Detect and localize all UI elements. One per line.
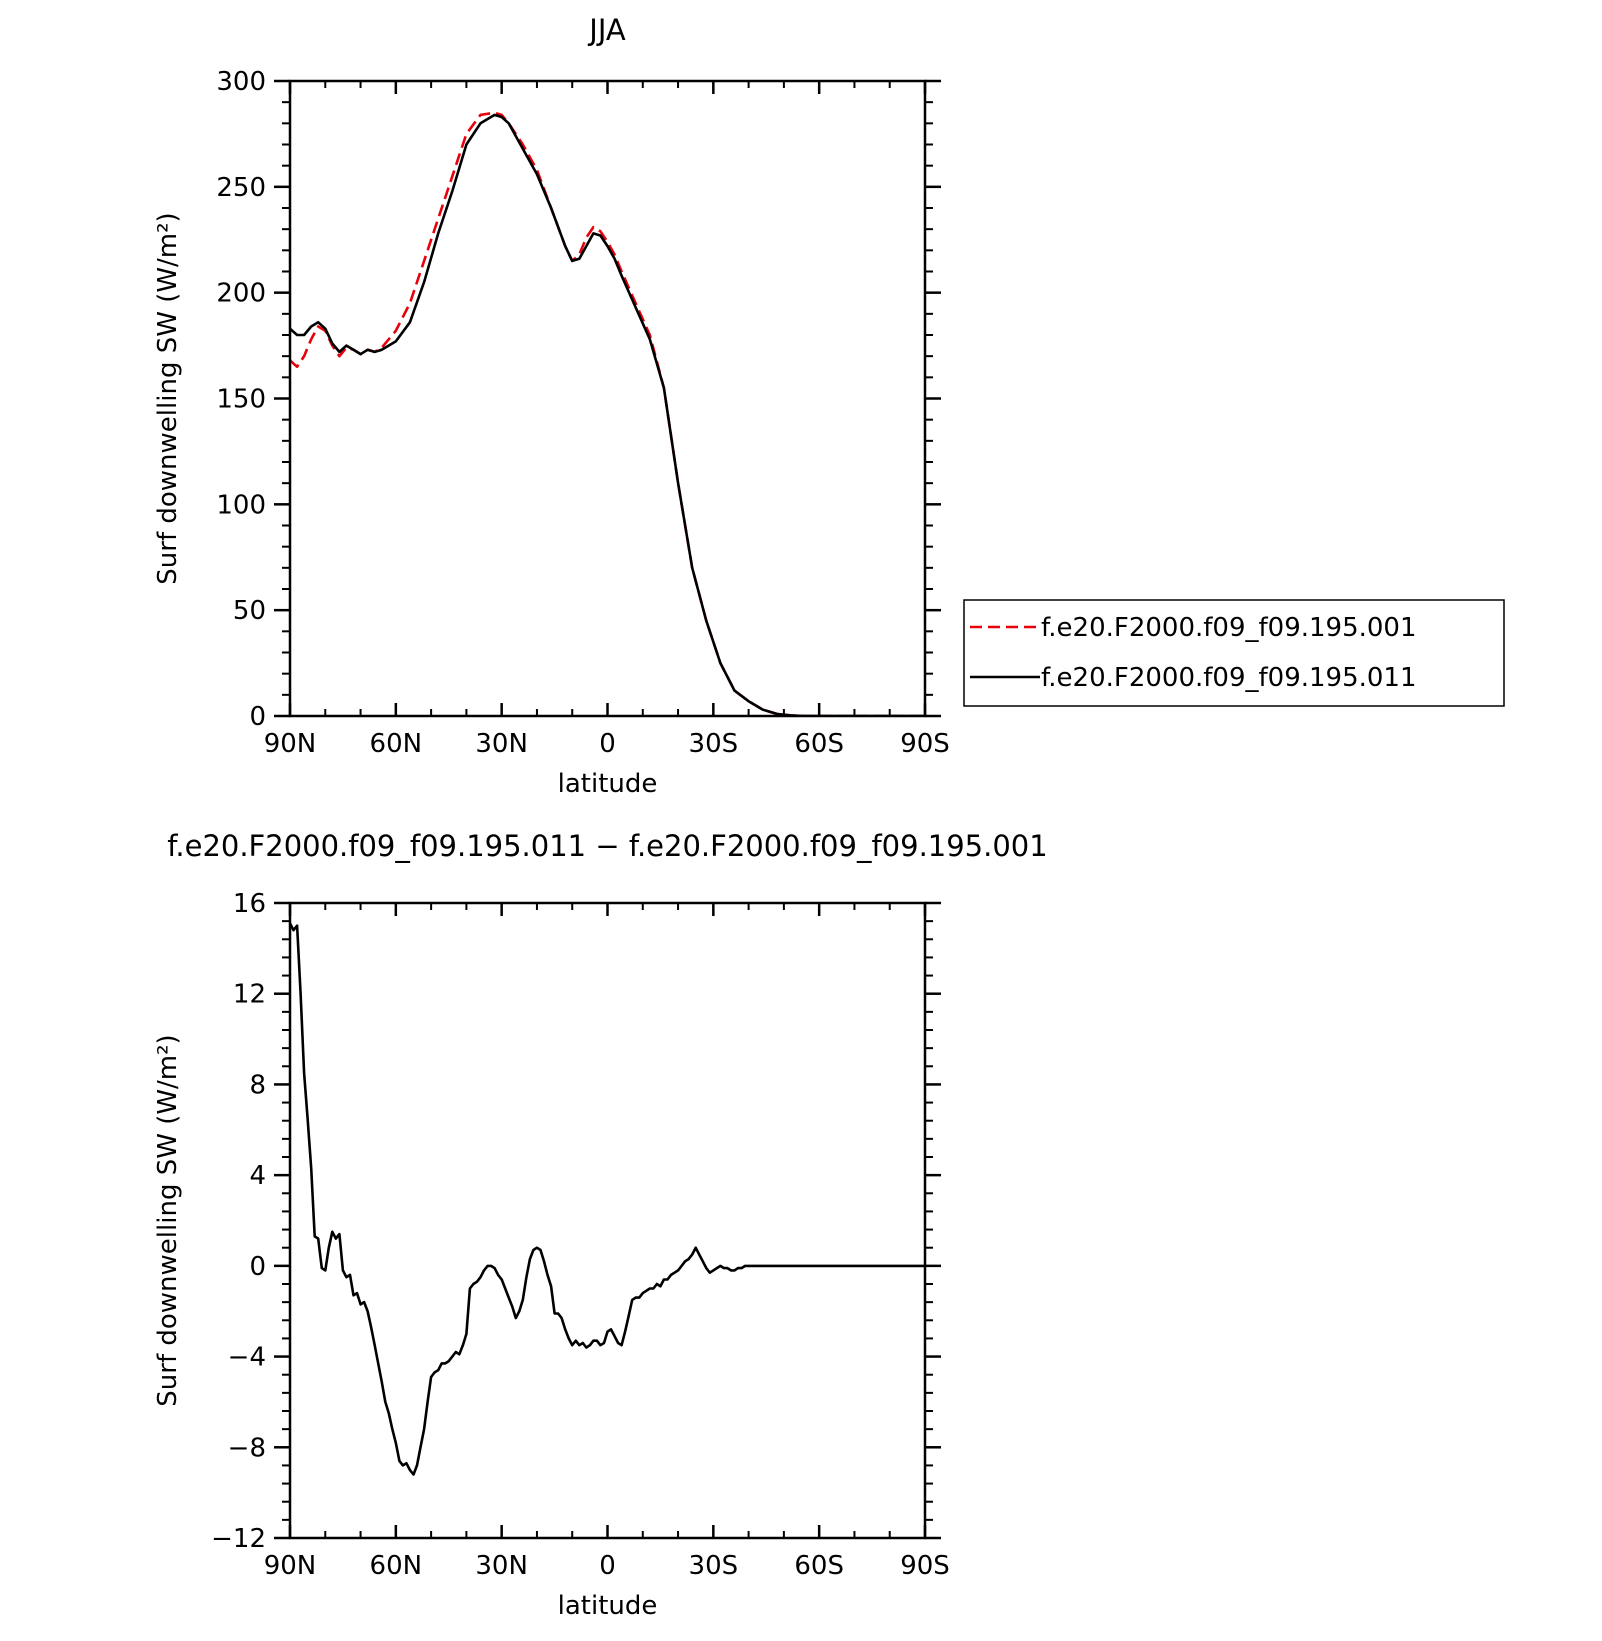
y-tick-label: 4 — [249, 1161, 266, 1191]
y-tick-label: 16 — [233, 889, 266, 919]
x-tick-label: 30N — [475, 729, 528, 759]
chart-panel-top: JJA 90N 60N 30N 0 30S 60S 90S 0 50 100 150 200 250 300… — [153, 13, 950, 799]
x-tick-label: 90S — [900, 1551, 950, 1581]
y-tick-label: −4 — [228, 1343, 266, 1373]
plot-frame — [288, 901, 927, 1540]
y-tick-label: 0 — [249, 702, 266, 732]
x-axis-label: latitude — [558, 769, 658, 799]
x-tick-label: 60N — [370, 729, 423, 759]
y-tick-label: 100 — [216, 490, 266, 520]
series-line-0 — [290, 111, 925, 716]
y-tick-label: 12 — [233, 980, 266, 1010]
x-tick-label: 90N — [264, 729, 317, 759]
y-tick-label: 8 — [249, 1070, 266, 1100]
x-axis-label: latitude — [558, 1591, 658, 1621]
x-tick-label: 90N — [264, 1551, 317, 1581]
legend-box — [963, 599, 1505, 707]
y-tick-label: 200 — [216, 279, 266, 309]
x-tick-label: 60S — [794, 729, 844, 759]
y-axis-label: Surf downwelling SW (W/m²) — [153, 212, 183, 584]
legend-label-1: f.e20.F2000.f09_f09.195.011 — [1041, 663, 1417, 693]
chart-panel-bottom: f.e20.F2000.f09_f09.195.011 − f.e20.F200… — [153, 829, 1048, 1621]
y-tick-label: 50 — [233, 596, 266, 626]
chart-title: JJA — [587, 13, 626, 47]
legend-label-0: f.e20.F2000.f09_f09.195.001 — [1041, 613, 1417, 643]
x-tick-label: 90S — [900, 729, 950, 759]
y-tick-label: −12 — [211, 1524, 266, 1554]
x-tick-label: 0 — [599, 729, 616, 759]
chart-title: f.e20.F2000.f09_f09.195.011 − f.e20.F200… — [167, 829, 1047, 863]
y-tick-label: 250 — [216, 173, 266, 203]
x-tick-label: 60N — [370, 1551, 423, 1581]
x-tick-label: 60S — [794, 1551, 844, 1581]
x-tick-label: 30S — [689, 1551, 739, 1581]
y-tick-label: 150 — [216, 385, 266, 415]
y-tick-label: −8 — [228, 1433, 266, 1463]
chart-legend: f.e20.F2000.f09_f09.195.001 f.e20.F2000.f… — [963, 599, 1505, 707]
series-line-1 — [290, 113, 925, 716]
y-tick-label: 300 — [216, 67, 266, 97]
plot-frame — [288, 79, 927, 718]
x-tick-label: 30S — [689, 729, 739, 759]
x-tick-label: 0 — [599, 1551, 616, 1581]
y-tick-label: 0 — [249, 1252, 266, 1282]
series-line-0 — [290, 922, 925, 1476]
y-axis-label: Surf downwelling SW (W/m²) — [153, 1034, 183, 1406]
x-tick-label: 30N — [475, 1551, 528, 1581]
